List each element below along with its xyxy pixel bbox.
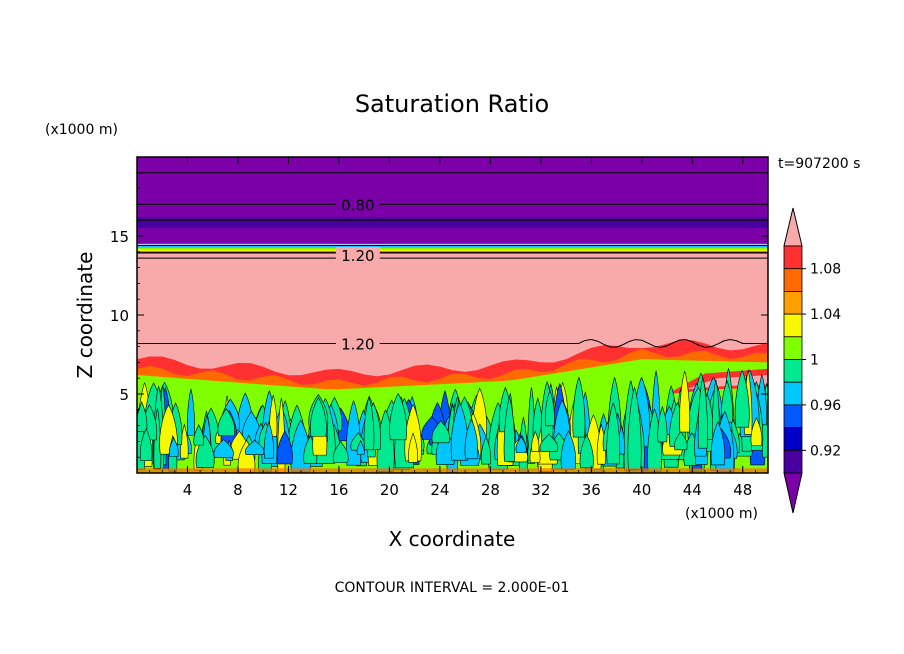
x-tick-label: 44 — [683, 481, 702, 499]
plume — [560, 430, 576, 470]
transition-band — [137, 251, 768, 253]
colorbar-box — [783, 268, 803, 292]
plume — [356, 440, 365, 455]
transition-band — [137, 249, 768, 252]
plume — [140, 427, 153, 461]
y-axis: 5 10 15 — [110, 172, 768, 458]
time-label: t=907200 s — [778, 156, 860, 172]
plume — [734, 369, 750, 428]
plume — [213, 438, 234, 458]
colorbar-box — [783, 449, 803, 474]
contour-line — [137, 338, 768, 348]
plume — [187, 388, 195, 436]
plume — [310, 396, 327, 437]
upper-dry-layer — [137, 157, 768, 244]
plume — [363, 396, 375, 451]
colorbar-bottom-arrow — [783, 472, 803, 514]
colorbar-box — [783, 427, 803, 451]
x-tick-label: 20 — [380, 481, 399, 499]
plume — [710, 421, 726, 466]
colorbar-box — [783, 290, 803, 315]
transition-band — [137, 247, 768, 250]
dry-band — [137, 217, 768, 229]
plume — [389, 392, 408, 441]
x-tick-label: 36 — [582, 481, 601, 499]
plume — [750, 416, 763, 446]
contour-label-bg — [335, 196, 380, 213]
colorbar: 1.08 1.04 1 0.96 0.92 — [783, 207, 841, 514]
x-tick-label: 28 — [481, 481, 500, 499]
colorbar-box — [783, 404, 803, 428]
colorbar-tick-label: 1 — [810, 353, 819, 369]
colorbar-box — [783, 245, 803, 270]
plume — [596, 423, 606, 465]
plume — [193, 423, 205, 446]
plume — [464, 418, 479, 460]
transition-band — [137, 246, 768, 248]
x-tick-label: 4 — [183, 481, 193, 499]
plume — [408, 432, 418, 463]
y-axis-label: Z coordinate — [73, 252, 97, 379]
contour-label-bg — [335, 335, 380, 352]
plume — [168, 436, 179, 457]
plume — [137, 401, 148, 432]
contour-label-bg — [335, 246, 380, 263]
colorbar-box — [783, 313, 803, 338]
contour-interval-footer: CONTOUR INTERVAL = 2.000E-01 — [335, 580, 570, 596]
colorbar-tick-label: 0.96 — [810, 398, 841, 414]
plot-area — [137, 157, 768, 473]
plume — [515, 435, 527, 453]
plume — [269, 395, 278, 437]
colorbar-tick-label: 1.08 — [810, 262, 841, 278]
turbulent-plumes — [137, 367, 768, 473]
plume — [244, 439, 265, 455]
plume — [627, 386, 642, 470]
contour-label: 0.80 — [341, 196, 374, 214]
x-tick-label: 48 — [733, 481, 752, 499]
colorbar-box — [783, 336, 803, 360]
x-tick-label: 40 — [632, 481, 651, 499]
plume — [579, 433, 594, 469]
colorbar-box — [783, 359, 803, 383]
x-axis-label: X coordinate — [389, 527, 516, 551]
x-tick-label: 12 — [279, 481, 298, 499]
colorbar-box — [783, 381, 803, 406]
plume — [431, 420, 450, 444]
contour-label: 1.20 — [341, 247, 374, 265]
plume — [276, 430, 293, 465]
plume — [503, 396, 516, 462]
plume — [332, 440, 349, 464]
colorbar-tick-label: 1.04 — [810, 307, 841, 323]
x-axis: 4 8 12 16 20 24 28 32 36 40 44 48 — [149, 157, 756, 499]
x-tick-label: 24 — [430, 481, 449, 499]
transition-band — [137, 252, 768, 255]
x-tick-label: 8 — [233, 481, 243, 499]
plume — [531, 429, 540, 452]
colorbar-top-arrow — [783, 207, 803, 247]
plume — [721, 380, 733, 423]
chart-title: Saturation Ratio — [355, 90, 549, 118]
y-tick-label: 10 — [110, 307, 129, 325]
y-tick-label: 5 — [119, 386, 129, 404]
plume — [263, 420, 274, 459]
x-unit-label: (x1000 m) — [685, 506, 758, 522]
y-unit-label: (x1000 m) — [45, 122, 118, 138]
y-tick-label: 15 — [110, 228, 129, 246]
colorbar-tick-label: 0.92 — [810, 443, 841, 459]
plume — [657, 405, 668, 443]
orange-zone — [137, 349, 768, 399]
plume — [539, 433, 559, 452]
plume — [572, 376, 586, 438]
plume — [544, 388, 555, 427]
x-tick-label: 32 — [531, 481, 550, 499]
plume — [679, 370, 691, 433]
plume — [480, 435, 492, 465]
plume — [606, 402, 621, 465]
x-tick-label: 16 — [329, 481, 348, 499]
plume — [697, 376, 708, 449]
plume — [217, 408, 236, 437]
contour-label: 1.20 — [341, 335, 374, 353]
contour-lines: 0.80 1.20 1.20 — [137, 172, 768, 353]
